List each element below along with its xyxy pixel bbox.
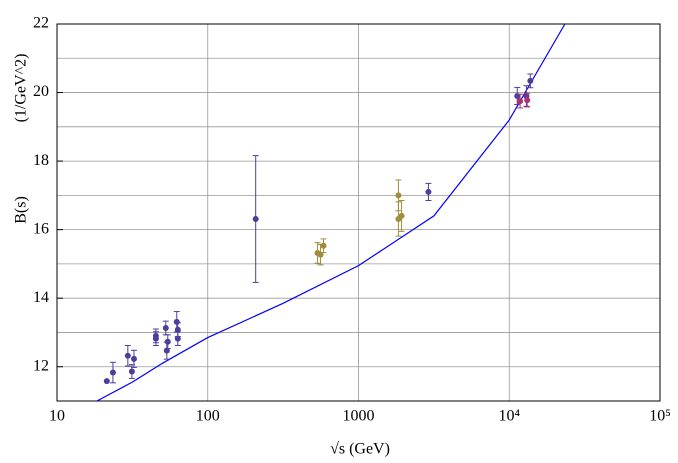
- data-point: [517, 98, 524, 105]
- y-tick-label: 20: [33, 83, 49, 100]
- data-point: [252, 216, 259, 223]
- data-point: [162, 324, 169, 331]
- data-point: [425, 188, 432, 195]
- y-tick-label: 12: [33, 357, 49, 374]
- data-point: [395, 192, 402, 199]
- x-tick-label: 10: [49, 408, 65, 425]
- y-tick-label: 16: [33, 220, 49, 237]
- data-point: [103, 378, 110, 385]
- y-axis-unit: (1/GeV^2): [13, 54, 30, 123]
- data-point: [174, 326, 181, 333]
- data-point: [164, 338, 171, 345]
- fit-curve: [96, 23, 566, 402]
- data-point: [152, 335, 159, 342]
- data-point: [163, 347, 170, 354]
- x-axis-label: √s (GeV): [330, 441, 390, 458]
- data-point: [398, 212, 405, 219]
- plot-frame: [56, 23, 661, 402]
- data-point: [320, 242, 327, 249]
- data-point: [128, 368, 135, 375]
- data-point: [527, 77, 534, 84]
- y-axis-label: B(s): [13, 196, 30, 224]
- y-tick-label: 18: [33, 152, 49, 169]
- data-point: [174, 335, 181, 342]
- data-point: [124, 352, 131, 359]
- data-point: [130, 355, 137, 362]
- data-point: [109, 369, 116, 376]
- x-tick-label: 10⁵: [649, 408, 671, 425]
- y-tick-label: 14: [33, 289, 49, 306]
- x-tick-label: 1000: [343, 408, 375, 425]
- y-tick-label: 22: [33, 15, 49, 32]
- data-point: [317, 251, 324, 258]
- data-point: [173, 318, 180, 325]
- x-tick-label: 100: [196, 408, 220, 425]
- x-tick-label: 10⁴: [498, 408, 520, 425]
- data-point: [524, 97, 531, 104]
